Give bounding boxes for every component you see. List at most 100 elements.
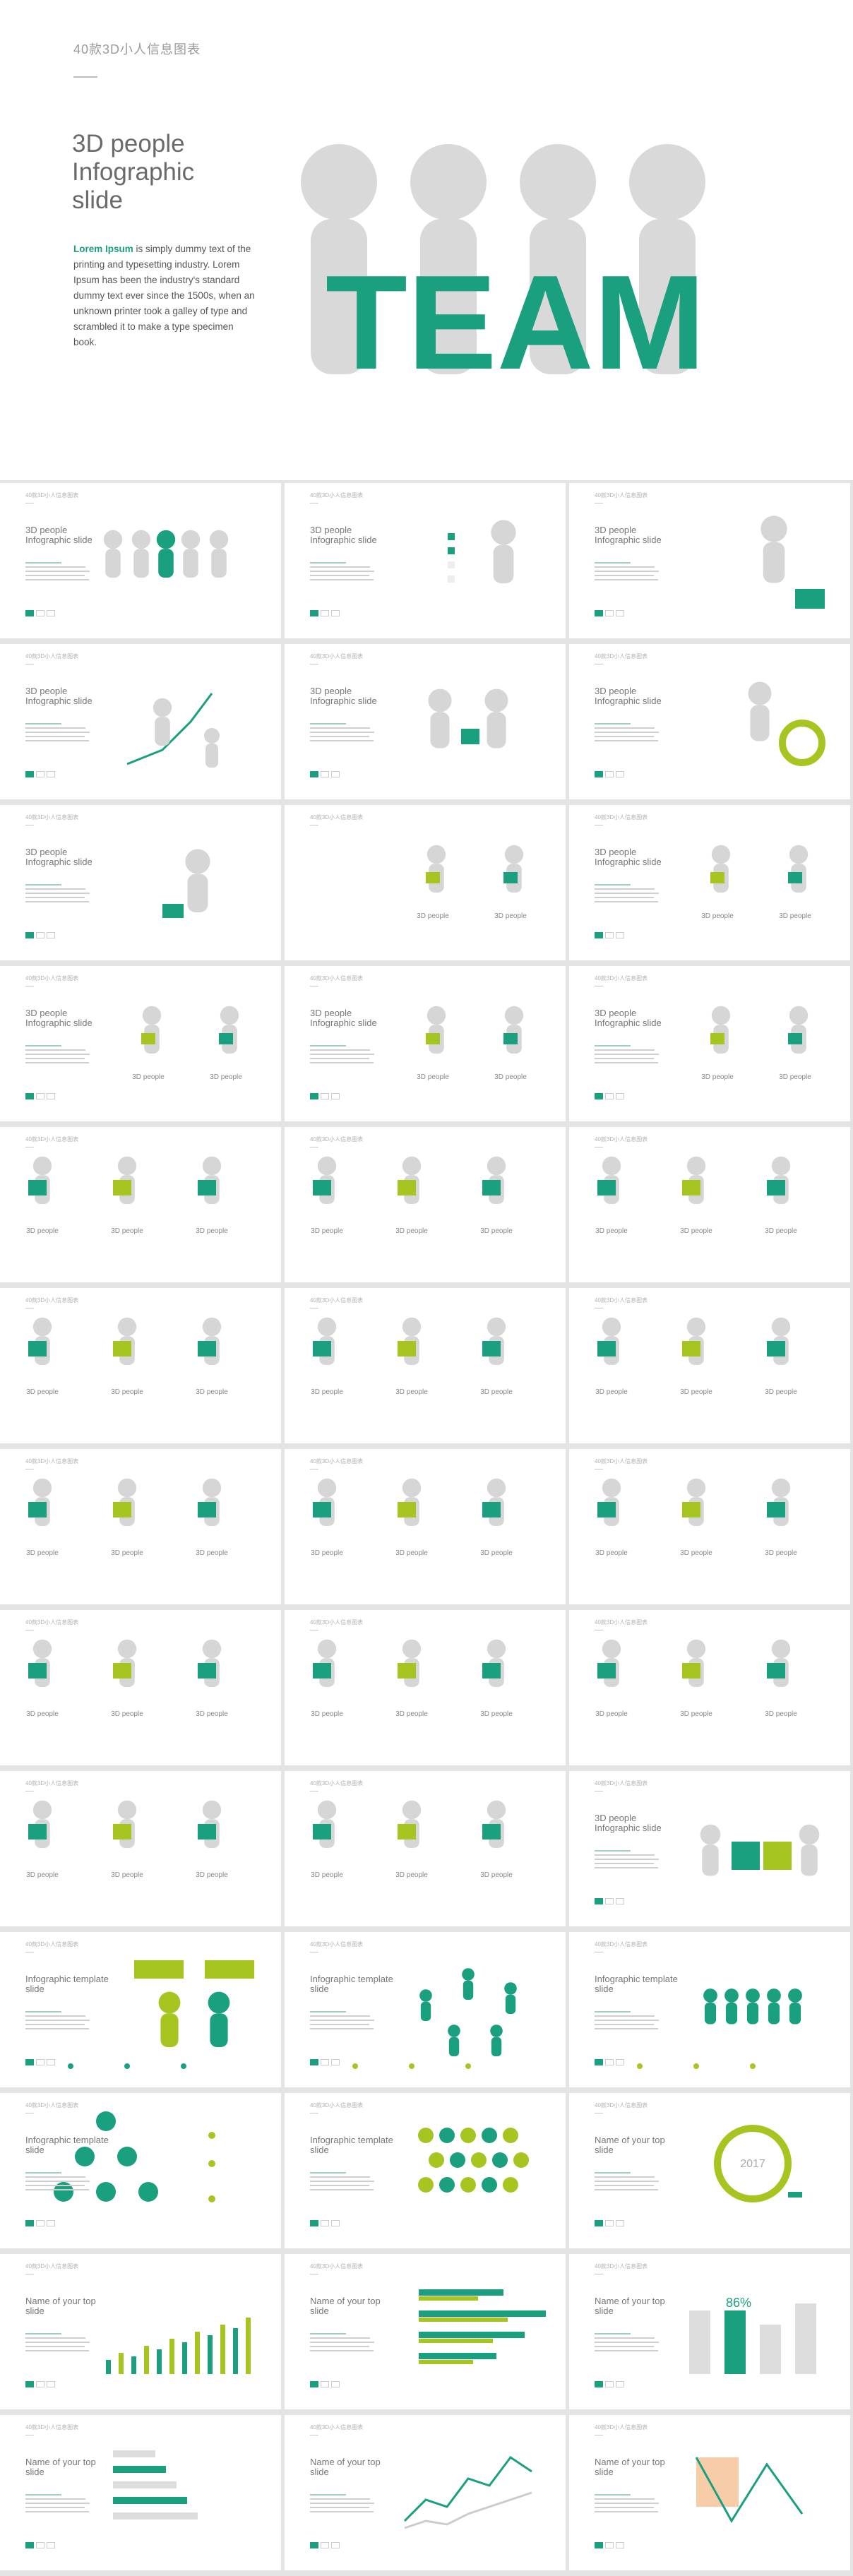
pager-dot[interactable]	[36, 2059, 44, 2065]
slide-thumbnail[interactable]: 40款3D小人信息图表 Name of your top slide	[0, 2415, 281, 2570]
slide-thumbnail[interactable]: 40款3D小人信息图表 Name of your top slide	[569, 2415, 850, 2570]
pager-dot[interactable]	[605, 2381, 614, 2387]
pager-dot[interactable]	[310, 2059, 318, 2065]
slide-thumbnail[interactable]: 40款3D小人信息图表 Infographic template slide	[569, 1932, 850, 2087]
pager-dot[interactable]	[25, 771, 34, 777]
pager-dot[interactable]	[616, 771, 624, 777]
slide-thumbnail[interactable]: 40款3D小人信息图表 3D people Infographic slide	[0, 805, 281, 960]
pager-dot[interactable]	[331, 771, 340, 777]
pager-dot[interactable]	[331, 2381, 340, 2387]
pager-dot[interactable]	[595, 2059, 603, 2065]
pager-dot[interactable]	[321, 1093, 329, 1099]
pager-dot[interactable]	[310, 2381, 318, 2387]
slide-thumbnail[interactable]: 40款3D小人信息图表 3D people 3D people 3D people	[569, 1127, 850, 1282]
slide-thumbnail[interactable]: 40款3D小人信息图表 3D people 3D people 3D people	[0, 1127, 281, 1282]
pager-dot[interactable]	[595, 610, 603, 616]
pager-dot[interactable]	[616, 1093, 624, 1099]
slide-thumbnail[interactable]: 40款3D小人信息图表 3D people 3D people 3D people I…	[0, 966, 281, 1121]
pager-dot[interactable]	[36, 610, 44, 616]
pager-dot[interactable]	[331, 2220, 340, 2226]
slide-thumbnail[interactable]: 40款3D小人信息图表 3D people 3D people 3D people I…	[285, 966, 566, 1121]
pager-dot[interactable]	[605, 932, 614, 938]
slide-thumbnail[interactable]: 40款3D小人信息图表 Name of your top slide	[0, 2254, 281, 2409]
pager-dot[interactable]	[47, 932, 55, 938]
slide-thumbnail[interactable]: 40款3D小人信息图表 Infographic template slide	[0, 2093, 281, 2248]
pager-dot[interactable]	[616, 2381, 624, 2387]
pager-dot[interactable]	[47, 1093, 55, 1099]
slide-thumbnail[interactable]: 40款3D小人信息图表 Infographic template slide	[0, 1932, 281, 2087]
pager-dot[interactable]	[331, 1093, 340, 1099]
slide-thumbnail[interactable]: 40款3D小人信息图表 3D people Infographic slide	[0, 483, 281, 638]
pager-dot[interactable]	[331, 2059, 340, 2065]
slide-thumbnail[interactable]: 40款3D小人信息图表 3D people 3D people 3D people	[569, 1449, 850, 1604]
pager-dot[interactable]	[25, 2059, 34, 2065]
slide-thumbnail[interactable]: 40款3D小人信息图表 Name of your top slide	[285, 2254, 566, 2409]
pager-dot[interactable]	[605, 2220, 614, 2226]
slide-thumbnail[interactable]: 40款3D小人信息图表 3D people Infographic slide	[285, 644, 566, 799]
pager-dot[interactable]	[36, 932, 44, 938]
pager-dot[interactable]	[310, 1093, 318, 1099]
slide-thumbnail[interactable]: 40款3D小人信息图表 3D people 3D people 3D people	[285, 1288, 566, 1443]
pager-dot[interactable]	[321, 2059, 329, 2065]
pager-dot[interactable]	[36, 771, 44, 777]
pager-dot[interactable]	[47, 2220, 55, 2226]
pager-dot[interactable]	[310, 2542, 318, 2548]
pager-dot[interactable]	[616, 2059, 624, 2065]
slide-thumbnail[interactable]: 40款3D小人信息图表 3D people 3D people 3D people	[0, 1610, 281, 1765]
pager-dot[interactable]	[310, 2220, 318, 2226]
slide-thumbnail[interactable]: 40款3D小人信息图表 3D people 3D people 3D people	[285, 1610, 566, 1765]
slide-thumbnail[interactable]: 40款3D小人信息图表 3D people 3D people 3D people I…	[569, 966, 850, 1121]
pager-dot[interactable]	[25, 2542, 34, 2548]
pager-dot[interactable]	[595, 2542, 603, 2548]
pager-dot[interactable]	[616, 2220, 624, 2226]
slide-thumbnail[interactable]: 40款3D小人信息图表 2017 Name of your top slide	[569, 2093, 850, 2248]
slide-thumbnail[interactable]: 40款3D小人信息图表 Name of your top slide	[285, 2415, 566, 2570]
slide-thumbnail[interactable]: 40款3D小人信息图表 3D people Infographic slide	[569, 483, 850, 638]
slide-thumbnail[interactable]: 40款3D小人信息图表 3D people 3D people	[285, 805, 566, 960]
slide-thumbnail[interactable]: 40款3D小人信息图表 3D people Infographic slide	[0, 644, 281, 799]
pager-dot[interactable]	[595, 2381, 603, 2387]
pager-dot[interactable]	[331, 2542, 340, 2548]
pager-dot[interactable]	[25, 932, 34, 938]
slide-thumbnail[interactable]: 40款3D小人信息图表 3D people 3D people 3D people	[569, 1610, 850, 1765]
pager-dot[interactable]	[47, 610, 55, 616]
pager-dot[interactable]	[47, 2542, 55, 2548]
pager-dot[interactable]	[25, 1093, 34, 1099]
pager-dot[interactable]	[595, 771, 603, 777]
slide-thumbnail[interactable]: 40款3D小人信息图表 3D people 3D people 3D people	[0, 1771, 281, 1926]
pager-dot[interactable]	[616, 610, 624, 616]
pager-dot[interactable]	[36, 1093, 44, 1099]
slide-thumbnail[interactable]: 40款3D小人信息图表 3D people 3D people 3D people	[0, 1449, 281, 1604]
pager-dot[interactable]	[36, 2220, 44, 2226]
pager-dot[interactable]	[605, 610, 614, 616]
slide-thumbnail[interactable]: 40款3D小人信息图表 3D people 3D people 3D people	[285, 1449, 566, 1604]
pager-dot[interactable]	[47, 2381, 55, 2387]
pager-dot[interactable]	[321, 2381, 329, 2387]
pager-dot[interactable]	[25, 2220, 34, 2226]
pager-dot[interactable]	[331, 610, 340, 616]
pager-dot[interactable]	[47, 771, 55, 777]
pager-dot[interactable]	[321, 610, 329, 616]
pager-dot[interactable]	[616, 1898, 624, 1904]
slide-thumbnail[interactable]: 40款3D小人信息图表 3D people 3D people 3D people	[0, 1288, 281, 1443]
pager-dot[interactable]	[605, 1093, 614, 1099]
pager-dot[interactable]	[595, 932, 603, 938]
slide-thumbnail[interactable]: 40款3D小人信息图表 3D people 3D people 3D people	[285, 1127, 566, 1282]
pager-dot[interactable]	[321, 2542, 329, 2548]
pager-dot[interactable]	[616, 932, 624, 938]
slide-thumbnail[interactable]: 40款3D小人信息图表 Infographic template slide	[285, 2093, 566, 2248]
pager-dot[interactable]	[595, 1093, 603, 1099]
pager-dot[interactable]	[36, 2381, 44, 2387]
slide-thumbnail[interactable]: 40款3D小人信息图表 3D people 3D people 3D people	[285, 1771, 566, 1926]
slide-thumbnail[interactable]: 40款3D小人信息图表 3D people Infographic slide	[285, 483, 566, 638]
pager-dot[interactable]	[25, 2381, 34, 2387]
pager-dot[interactable]	[616, 2542, 624, 2548]
pager-dot[interactable]	[310, 771, 318, 777]
pager-dot[interactable]	[605, 2542, 614, 2548]
slide-thumbnail[interactable]: 40款3D小人信息图表 3D people Infographic slide	[569, 644, 850, 799]
pager-dot[interactable]	[321, 771, 329, 777]
slide-thumbnail[interactable]: 40款3D小人信息图表 Infographic template slide	[285, 1932, 566, 2087]
pager-dot[interactable]	[36, 2542, 44, 2548]
slide-thumbnail[interactable]: 40款3D小人信息图表 3D people 3D people 3D people I…	[569, 805, 850, 960]
pager-dot[interactable]	[605, 1898, 614, 1904]
